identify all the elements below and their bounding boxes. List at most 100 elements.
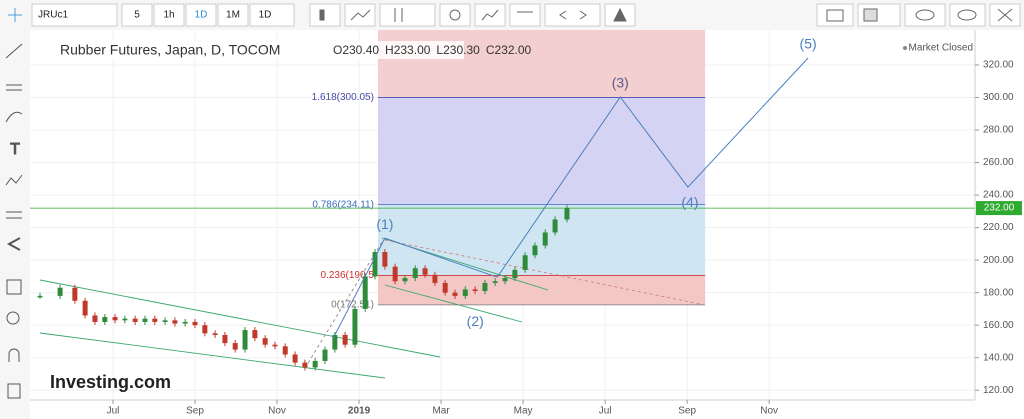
y-tick-label: 220.00 <box>983 222 1014 233</box>
candle <box>462 289 468 296</box>
wave-label: (1) <box>376 216 393 232</box>
last-price-label: 232.00 <box>984 203 1015 214</box>
candle <box>222 334 228 344</box>
toolbar-button[interactable] <box>153 3 185 27</box>
candle <box>162 320 168 322</box>
ohlc: O230.40 H233.00 L230.30 C232.00 <box>333 43 532 57</box>
x-tick-label: 2019 <box>348 406 371 417</box>
candle <box>182 321 188 324</box>
fibonacci: 0(172.51) 0.236(190.5 0.786(234.11) 1.618(3… <box>30 30 975 310</box>
candle <box>542 232 548 246</box>
candle <box>202 325 208 334</box>
symbol-box[interactable] <box>31 3 118 27</box>
candle <box>172 320 178 324</box>
ohlc-value: O230.40 <box>333 43 379 57</box>
waves: (1) (2) (3) (4) (5) <box>332 36 817 339</box>
candle <box>362 276 368 309</box>
ohlc-value: H233.00 <box>385 43 431 57</box>
candle <box>232 343 238 350</box>
wave-label: (4) <box>681 194 698 210</box>
candle <box>292 354 298 363</box>
toolbar-button-label: 1D <box>195 10 208 21</box>
toolbar-buttons: 5 1h 1D 1M 1D <box>121 3 295 27</box>
candle <box>352 308 358 345</box>
market-status: Market Closed <box>909 43 973 54</box>
candle <box>322 349 328 361</box>
candle <box>532 245 538 256</box>
x-tick-label: May <box>514 406 533 417</box>
svg-text:T: T <box>10 141 20 158</box>
ohlc-value: C232.00 <box>486 43 532 57</box>
fib-zone <box>377 97 706 205</box>
candle <box>82 300 88 316</box>
candle <box>452 292 458 296</box>
candle <box>132 318 138 322</box>
ohlc-value: L230.30 <box>436 43 480 57</box>
sidebar-icons: T <box>5 8 23 399</box>
fib-zone <box>377 204 706 276</box>
candle <box>212 333 218 335</box>
y-tick-label: 180.00 <box>983 287 1014 298</box>
wave-path <box>332 57 809 339</box>
symbol: JRUc1 <box>38 10 68 21</box>
candle <box>422 268 428 275</box>
status-dot <box>903 46 907 50</box>
header-bg <box>44 41 464 59</box>
y-tick-label: 300.00 <box>983 92 1014 103</box>
candle <box>152 318 158 322</box>
last-price-box <box>976 201 1022 216</box>
candle <box>482 282 488 292</box>
candle <box>37 295 43 298</box>
x-tick-label: Mar <box>432 406 450 417</box>
candle <box>92 315 98 322</box>
candle <box>252 330 258 339</box>
candle <box>502 278 508 282</box>
candle <box>392 266 398 282</box>
candle <box>142 318 148 322</box>
fib-label: 1.618(300.05) <box>312 92 374 103</box>
candle <box>442 282 448 293</box>
candle <box>432 274 438 283</box>
candle <box>402 278 408 282</box>
candle <box>472 289 478 292</box>
candle <box>552 219 558 233</box>
candle <box>102 317 108 322</box>
candle <box>342 334 348 345</box>
candle <box>564 208 570 220</box>
y-tick-label: 260.00 <box>983 157 1014 168</box>
toolbar-button[interactable] <box>185 3 217 27</box>
candle <box>372 252 378 277</box>
x-tick-label: Sep <box>186 406 204 417</box>
candle <box>192 321 198 326</box>
y-tick-label: 120.00 <box>983 385 1014 396</box>
candle <box>412 268 418 279</box>
fib-label: 0.236(190.5 <box>321 270 375 281</box>
y-tick-label: 240.00 <box>983 190 1014 201</box>
y-tick-label: 280.00 <box>983 125 1014 136</box>
candle <box>492 281 498 283</box>
candle <box>272 344 278 347</box>
x-tick-label: Jul <box>599 406 612 417</box>
chart-title: Rubber Futures, Japan, D, TOCOM <box>60 42 280 58</box>
candle <box>112 317 118 321</box>
toolbar-button[interactable] <box>249 3 295 27</box>
watermark: Investing.com <box>50 372 171 392</box>
candle <box>302 362 308 368</box>
toolbar-button[interactable] <box>121 3 153 27</box>
axes: 120.00 140.00 160.00 180.00 200.00 220.00 240.… <box>107 60 1022 417</box>
candle <box>72 287 78 301</box>
toolbar-button[interactable] <box>217 3 249 27</box>
fib-label: 0.786(234.11) <box>312 199 374 210</box>
candle <box>312 360 318 368</box>
candles <box>37 205 570 371</box>
sidebar <box>0 30 30 419</box>
candle <box>57 287 63 296</box>
candle <box>522 255 528 270</box>
candle <box>332 334 338 350</box>
wave-label: (5) <box>800 36 817 52</box>
wave-label: (3) <box>612 75 629 91</box>
fib-zone <box>377 30 706 98</box>
y-tick-label: 140.00 <box>983 352 1014 363</box>
candle <box>282 346 288 355</box>
x-tick-label: Sep <box>678 406 696 417</box>
